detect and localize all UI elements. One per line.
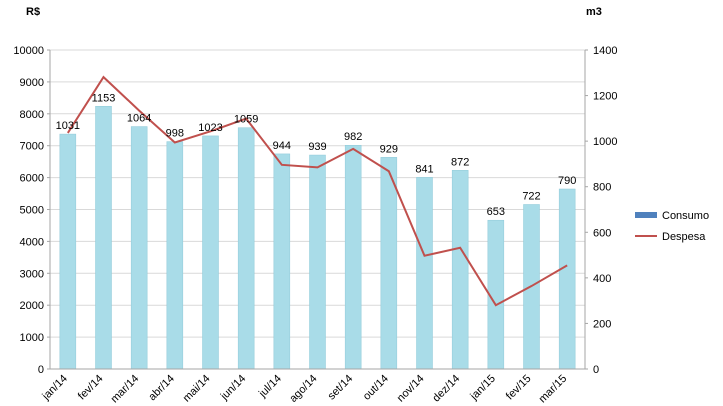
x-tick-label-5: jun/14 (218, 373, 248, 403)
data-label-consumo-10: 841 (415, 163, 433, 175)
right-tick-label-0: 0 (593, 364, 599, 376)
legend-label-consumo: Consumo (662, 210, 709, 222)
data-label-consumo-14: 790 (558, 175, 576, 187)
data-label-consumo-11: 872 (451, 156, 469, 168)
line-series-despesa (66, 75, 568, 307)
x-tick-label-9: out/14 (361, 373, 391, 403)
x-tick-label-3: abr/14 (146, 373, 177, 404)
right-tick-label-3: 600 (593, 227, 611, 239)
bar-consumo-4 (202, 135, 219, 370)
bar-consumo-10 (416, 177, 433, 370)
data-label-consumo-13: 722 (522, 190, 540, 202)
x-tick-label-8: set/14 (326, 373, 356, 403)
bar-consumo-2 (130, 126, 148, 370)
bar-consumo-9 (380, 157, 398, 370)
data-label-consumo-7: 939 (308, 141, 326, 153)
data-label-consumo-12: 653 (487, 206, 505, 218)
legend-swatch-consumo (635, 212, 657, 218)
left-tick-label-3: 3000 (20, 268, 44, 280)
data-label-consumo-1: 1153 (92, 92, 116, 104)
bar-consumo-14 (558, 188, 576, 370)
right-tick-label-6: 1200 (593, 91, 617, 103)
x-tick-label-2: mar/14 (109, 373, 142, 406)
left-tick-label-1: 1000 (20, 332, 44, 344)
left-tick-label-4: 4000 (20, 236, 44, 248)
left-tick-label-6: 6000 (20, 173, 44, 185)
bar-consumo-7 (309, 154, 326, 370)
data-label-consumo-0: 1031 (56, 120, 80, 132)
x-tick-label-14: mar/15 (537, 373, 570, 406)
x-tick-label-4: mai/14 (181, 373, 213, 405)
data-label-consumo-3: 998 (166, 128, 184, 140)
left-tick-label-7: 7000 (20, 141, 44, 153)
data-label-consumo-2: 1064 (127, 113, 151, 125)
x-tick-label-10: nov/14 (395, 373, 427, 405)
x-tick-label-11: dez/14 (430, 373, 462, 405)
bar-consumo-5 (237, 127, 255, 370)
left-tick-label-9: 9000 (20, 77, 44, 89)
left-tick-label-0: 0 (38, 364, 44, 376)
x-tick-label-1: fev/14 (76, 373, 106, 403)
right-tick-label-7: 1400 (593, 45, 617, 57)
right-tick-label-2: 400 (593, 273, 611, 285)
bar-consumo-0 (59, 133, 77, 370)
right-axis-unit: m3 (586, 6, 602, 18)
bar-consumo-3 (166, 141, 184, 370)
data-label-consumo-5: 1059 (234, 114, 258, 126)
x-tick-label-0: jan/14 (40, 373, 70, 403)
bar-consumo-6 (273, 153, 291, 370)
legend: Consumo Despesa (635, 210, 709, 243)
data-labels: 1031 1153 1064 998 1023 1059 944 939 982 929 841 87… (56, 92, 577, 218)
left-tick-label-5: 5000 (20, 205, 44, 217)
left-tick-label-8: 8000 (20, 109, 44, 121)
right-tick-label-5: 1000 (593, 136, 617, 148)
right-tick-label-4: 800 (593, 182, 611, 194)
x-tick-label-12: jan/15 (468, 373, 498, 403)
left-tick-label-10: 10000 (13, 45, 44, 57)
right-tick-label-1: 200 (593, 318, 611, 330)
x-tick-label-6: jul/14 (256, 373, 284, 401)
data-label-consumo-9: 929 (380, 143, 398, 155)
data-label-consumo-8: 982 (344, 131, 362, 143)
x-tick-label-7: ago/14 (287, 373, 319, 405)
left-axis-unit: R$ (26, 6, 40, 18)
x-tick-label-13: fev/15 (504, 373, 534, 403)
left-tick-label-2: 2000 (20, 300, 44, 312)
bar-consumo-11 (451, 170, 469, 370)
data-label-consumo-6: 944 (273, 140, 291, 152)
legend-label-despesa: Despesa (662, 231, 706, 243)
bar-consumo-1 (95, 106, 112, 370)
bar-consumo-8 (344, 144, 362, 370)
data-label-consumo-4: 1023 (198, 122, 222, 134)
